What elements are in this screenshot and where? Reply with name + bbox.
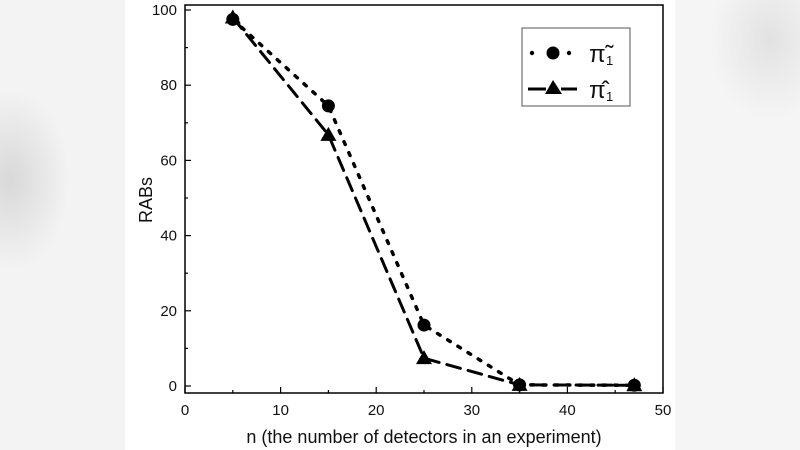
triangle-marker-icon: [626, 377, 643, 392]
x-tick-label: 20: [368, 402, 385, 419]
x-tick-label: 40: [559, 402, 576, 419]
x-tick-label: 50: [655, 402, 672, 419]
legend-label-pi-hat: π̂: [589, 77, 610, 104]
y-tick-label: 40: [160, 228, 177, 245]
y-tick-label: 20: [160, 303, 177, 320]
legend: π̃ 1 π̂ 1: [521, 27, 631, 107]
triangle-marker-icon: [511, 376, 528, 391]
axis-ticks: [184, 9, 664, 393]
circle-marker-icon: [321, 99, 335, 113]
y-tick-label: 0: [169, 378, 177, 395]
series-markers: [224, 9, 643, 392]
series-lines: [231, 16, 637, 387]
background-right: [660, 0, 800, 450]
legend-subscript: 1: [606, 53, 613, 68]
x-axis-title: n (the number of detectors in an experim…: [246, 427, 601, 447]
y-tick-label: 100: [152, 2, 177, 19]
legend-box: [521, 27, 631, 107]
circle-marker-icon: [417, 318, 431, 332]
y-tick-labels: 0 20 40 60 80 100: [152, 2, 177, 395]
x-tick-label: 0: [181, 402, 189, 419]
x-tick-label: 30: [463, 402, 480, 419]
triangle-marker-icon: [545, 80, 562, 94]
triangle-marker-icon: [320, 126, 337, 141]
legend-subscript: 1: [606, 89, 613, 104]
y-tick-label: 80: [160, 77, 177, 94]
y-tick-label: 60: [160, 152, 177, 169]
x-tick-labels: 0 10 20 30 40 50: [181, 402, 672, 419]
series-line-triangle: [231, 16, 636, 387]
y-axis-title: RABs: [136, 177, 156, 223]
circle-marker-icon: [546, 46, 560, 60]
x-tick-label: 10: [272, 402, 289, 419]
legend-entry-triangle: π̂ 1: [528, 77, 613, 104]
triangle-marker-icon: [416, 350, 432, 365]
background-left: [0, 0, 140, 450]
triangle-marker-icon: [224, 9, 241, 24]
